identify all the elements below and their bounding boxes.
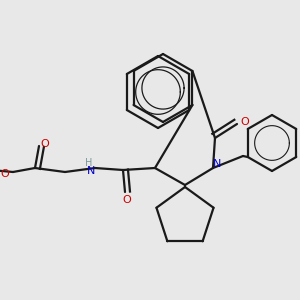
Text: O: O [40,139,50,149]
Text: O: O [1,169,9,179]
Text: H: H [85,158,93,168]
Text: O: O [241,117,249,127]
Text: O: O [123,195,131,205]
Text: N: N [87,166,95,176]
Text: N: N [213,159,221,169]
